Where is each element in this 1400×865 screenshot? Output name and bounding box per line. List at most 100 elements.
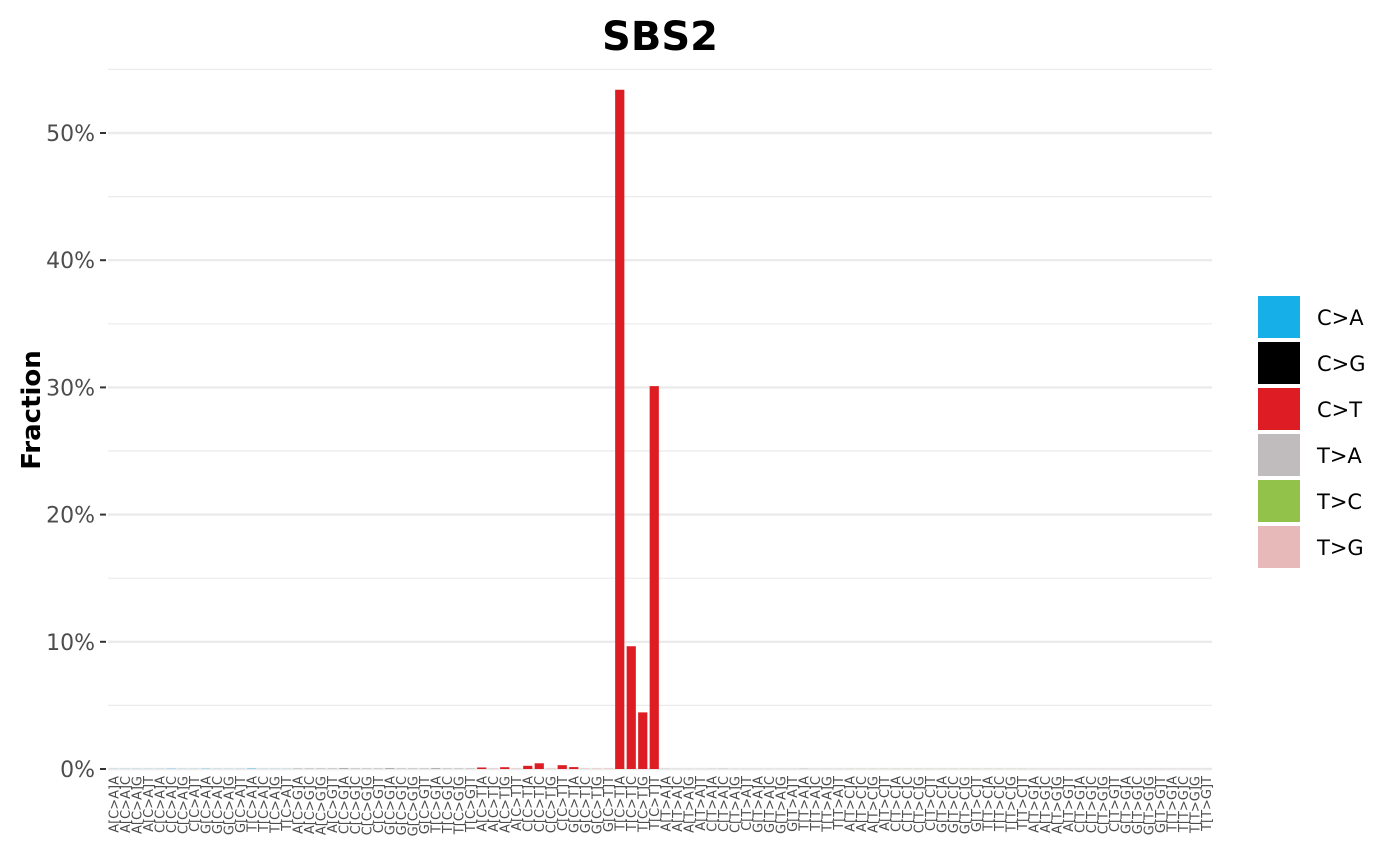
x-tick-label: C[C>T]G bbox=[544, 776, 559, 833]
x-tick-label: G[T>A]G bbox=[774, 776, 789, 834]
x-tick-label: G[C>A]C bbox=[211, 776, 226, 834]
x-tick-label: C[C>G]C bbox=[349, 776, 364, 834]
legend-label: C>T bbox=[1317, 398, 1362, 422]
x-tick-label: T[T>C]T bbox=[1016, 776, 1031, 831]
x-tick-label: A[C>A]G bbox=[130, 776, 145, 834]
x-tick-label: G[T>A]T bbox=[786, 776, 801, 832]
x-tick-label: T[C>T]A bbox=[613, 776, 628, 832]
bar bbox=[649, 386, 659, 769]
x-tick-label: G[C>T]T bbox=[602, 776, 617, 832]
x-tick-label: T[C>T]T bbox=[648, 776, 663, 831]
bar bbox=[500, 767, 510, 769]
legend-swatch bbox=[1258, 296, 1300, 338]
x-tick-label: C[C>A]T bbox=[188, 776, 203, 832]
chart-title: SBS2 bbox=[602, 14, 718, 60]
x-tick-label: C[T>A]T bbox=[740, 776, 755, 831]
x-tick-label: A[C>A]A bbox=[107, 776, 122, 833]
x-tick-label: C[T>A]A bbox=[705, 776, 720, 832]
x-tick-label: G[T>G]C bbox=[1131, 776, 1146, 834]
legend-label: T>A bbox=[1316, 444, 1362, 468]
x-tick-label: A[T>C]T bbox=[878, 776, 893, 831]
x-tick-label: C[C>T]A bbox=[521, 776, 536, 832]
x-tick-label: G[C>G]A bbox=[383, 776, 398, 835]
legend: C>A C>G C>T T>A T>C T>G bbox=[1258, 296, 1366, 568]
x-tick-label: T[C>A]C bbox=[257, 776, 272, 833]
bar bbox=[615, 89, 625, 769]
bar bbox=[534, 763, 544, 769]
x-tick-label: A[C>G]C bbox=[303, 776, 318, 834]
x-tick-label: T[T>C]G bbox=[1004, 776, 1019, 833]
x-tick-label: G[T>G]A bbox=[1119, 776, 1134, 834]
x-tick-label: A[T>G]T bbox=[1062, 776, 1077, 832]
legend-label: C>A bbox=[1317, 306, 1364, 330]
y-axis-ticks: 0% 10% 20% 30% 40% 50% bbox=[46, 122, 106, 783]
x-tick-label: T[C>G]C bbox=[441, 776, 456, 834]
x-tick-label: G[T>C]G bbox=[958, 776, 973, 834]
x-tick-label: G[T>G]G bbox=[1142, 776, 1157, 835]
x-tick-label: A[T>G]C bbox=[1039, 776, 1054, 833]
x-tick-label: T[T>A]C bbox=[809, 776, 824, 832]
x-tick-label: T[C>T]G bbox=[636, 776, 651, 833]
x-tick-label: C[T>C]A bbox=[889, 776, 904, 832]
x-tick-label: C[T>C]G bbox=[912, 776, 927, 833]
y-tick-label: 20% bbox=[46, 504, 95, 529]
x-tick-label: T[T>A]A bbox=[797, 776, 812, 832]
x-tick-label: G[C>G]G bbox=[406, 776, 421, 836]
x-tick-label: G[C>T]C bbox=[579, 776, 594, 833]
x-tick-label: G[T>G]T bbox=[1154, 776, 1169, 833]
legend-label: T>G bbox=[1316, 536, 1364, 560]
x-tick-label: C[T>G]C bbox=[1085, 776, 1100, 833]
x-tick-label: G[T>A]A bbox=[751, 776, 766, 833]
x-tick-label: G[T>C]T bbox=[970, 776, 985, 832]
y-tick-label: 30% bbox=[46, 376, 95, 401]
x-tick-label: T[T>G]T bbox=[1200, 776, 1215, 832]
x-tick-label: T[C>G]T bbox=[464, 776, 479, 833]
x-tick-label: A[C>T]T bbox=[510, 776, 525, 831]
x-tick-label: A[T>A]G bbox=[682, 776, 697, 833]
x-tick-label: G[C>A]A bbox=[199, 776, 214, 834]
x-tick-label: G[C>T]A bbox=[567, 776, 582, 833]
x-tick-label: A[C>G]A bbox=[291, 776, 306, 834]
x-tick-label: C[C>G]A bbox=[337, 776, 352, 834]
x-tick-label: T[C>G]G bbox=[452, 776, 467, 835]
x-tick-label: T[C>G]A bbox=[429, 776, 444, 834]
x-tick-label: A[T>C]G bbox=[866, 776, 881, 833]
x-tick-label: A[T>A]C bbox=[671, 776, 686, 832]
legend-swatch bbox=[1258, 526, 1300, 568]
x-tick-label: C[C>G]T bbox=[372, 776, 387, 833]
x-tick-label: C[C>G]G bbox=[360, 776, 375, 835]
x-tick-label: C[T>A]C bbox=[717, 776, 732, 832]
x-tick-label: C[C>A]G bbox=[176, 776, 191, 834]
x-tick-label: A[C>G]G bbox=[314, 776, 329, 835]
x-tick-label: G[T>C]C bbox=[947, 776, 962, 833]
x-tick-label: C[C>T]T bbox=[556, 776, 571, 831]
bar bbox=[477, 767, 487, 769]
x-tick-label: G[C>G]T bbox=[418, 776, 433, 834]
x-tick-label: C[T>A]G bbox=[728, 776, 743, 833]
x-tick-label: A[C>A]C bbox=[119, 776, 134, 833]
x-tick-label: T[T>A]T bbox=[832, 776, 847, 831]
bar bbox=[557, 765, 567, 769]
legend-swatch bbox=[1258, 388, 1300, 430]
x-tick-label: T[T>G]G bbox=[1188, 776, 1203, 834]
x-tick-label: A[C>T]C bbox=[487, 776, 502, 832]
x-tick-label: A[C>T]A bbox=[475, 776, 490, 832]
x-tick-label: C[C>A]C bbox=[165, 776, 180, 833]
x-tick-label: G[C>G]C bbox=[395, 776, 410, 835]
x-tick-label: T[C>A]A bbox=[245, 776, 260, 833]
bars bbox=[109, 89, 1211, 769]
x-axis-ticks: A[C>A]AA[C>A]CA[C>A]GA[C>A]TC[C>A]AC[C>A… bbox=[107, 776, 1215, 836]
x-tick-label: T[T>A]G bbox=[820, 776, 835, 833]
x-tick-label: T[T>C]C bbox=[993, 776, 1008, 832]
y-axis-label: Fraction bbox=[17, 350, 47, 470]
x-tick-label: G[T>A]C bbox=[763, 776, 778, 833]
x-tick-label: T[C>T]C bbox=[625, 776, 640, 832]
bar bbox=[626, 646, 636, 769]
x-tick-label: T[T>G]C bbox=[1177, 776, 1192, 833]
x-tick-label: G[C>A]T bbox=[234, 776, 249, 833]
x-tick-label: A[T>G]G bbox=[1050, 776, 1065, 834]
x-tick-label: T[T>G]A bbox=[1165, 776, 1180, 833]
x-tick-label: A[C>A]T bbox=[142, 776, 157, 832]
x-tick-label: T[T>C]A bbox=[981, 776, 996, 832]
